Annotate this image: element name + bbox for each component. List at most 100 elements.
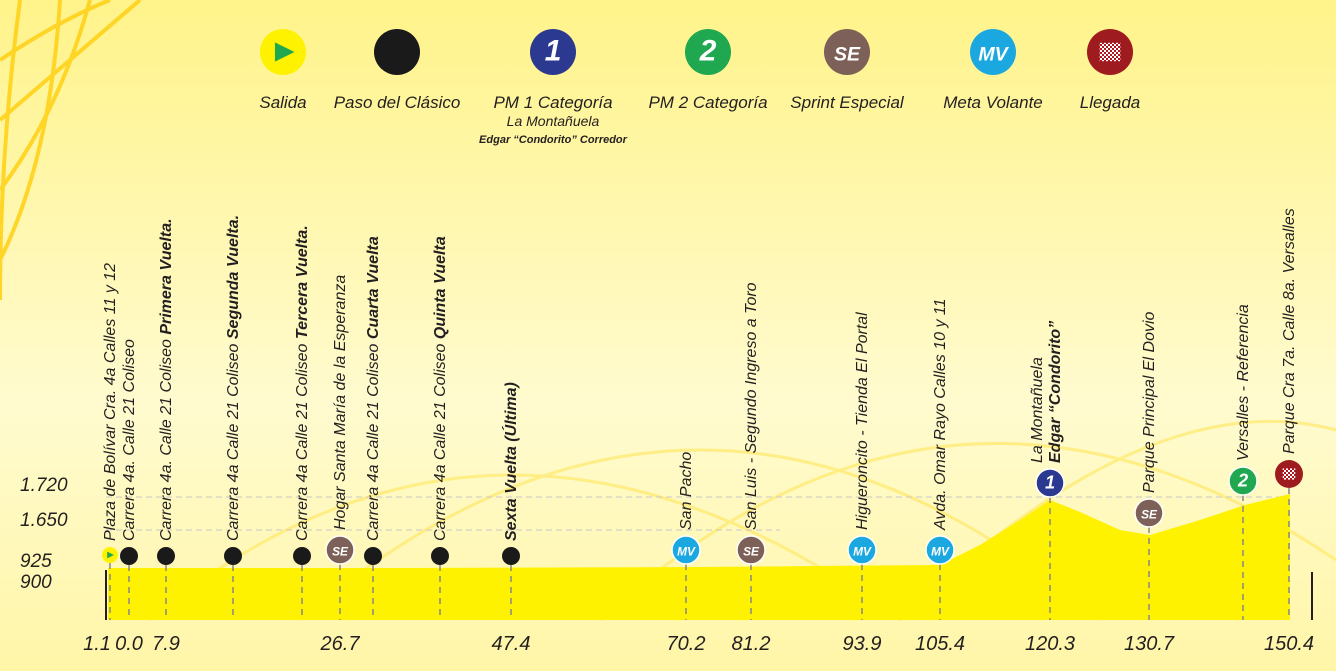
legend-label: PM 2 Categoría: [648, 93, 767, 112]
icon-glyph: SE: [332, 544, 349, 558]
label-text: Hogar Santa María de la Esperanza: [332, 275, 349, 530]
waypoint-label: Carrera 4a Calle 21 Coliseo Tercera Vuel…: [294, 225, 311, 541]
legend-label: PM 1 Categoría: [493, 93, 612, 112]
icon-circle: [1134, 498, 1164, 528]
icon-circle: [325, 535, 355, 565]
waypoint-label: San Pacho: [678, 452, 695, 530]
icon-flag: [1282, 468, 1296, 480]
label-text: Carrera 4a. Calle 21 Coliseo: [121, 339, 138, 541]
icon: [1087, 29, 1133, 75]
waypoint-label: Sexta Vuelta (Última): [501, 382, 520, 541]
label-bold: Sexta Vuelta (Última): [501, 382, 520, 541]
elevation-label: 1.650: [20, 510, 68, 531]
label-bold: Primera Vuelta.: [158, 218, 175, 334]
profile: [108, 494, 1290, 620]
icon-circle: [824, 29, 870, 75]
legend-label: Meta Volante: [943, 93, 1043, 112]
waypoint-label: Higueroncito - Tienda El Portal: [854, 312, 871, 530]
icon-glyph: MV: [853, 544, 872, 558]
icon: [102, 547, 118, 563]
km-label: 0.0: [115, 633, 143, 655]
label-text: Parque Principal El Dovio: [1141, 311, 1158, 493]
label-text: Avda. Omar Rayo Calles 10 y 11: [932, 298, 949, 531]
icon-circle: [736, 535, 766, 565]
label-text: Carrera 4a Calle 21 Coliseo: [294, 343, 311, 541]
waypoint-label: San Luis - Segundo Ingreso a Toro: [743, 282, 760, 530]
icon-circle: [671, 535, 701, 565]
waypoint-label: Carrera 4a Calle 21 Coliseo Cuarta Vuelt…: [365, 236, 382, 541]
icon-circle: [847, 535, 877, 565]
icon: [364, 547, 382, 565]
km-label: 105.4: [915, 633, 965, 655]
km-label: 7.9: [152, 633, 180, 655]
waypoint-label-bold: Edgar “Condorito”: [1047, 321, 1064, 463]
waypoint-label: Carrera 4a. Calle 21 Coliseo Primera Vue…: [158, 218, 175, 541]
decor: [0, 0, 142, 301]
icon: 1: [530, 29, 576, 75]
km-label: 26.7: [320, 633, 361, 655]
icon: [1275, 460, 1303, 488]
icon-glyph: MV: [978, 44, 1009, 66]
icon: [224, 547, 242, 565]
label-text: Carrera 4a Calle 21 Coliseo: [225, 343, 242, 541]
icon-circle: [364, 547, 382, 565]
km-label: 1.1: [83, 633, 111, 655]
icon: [374, 29, 420, 75]
icon: SE: [824, 29, 870, 75]
icon-circle: [925, 535, 955, 565]
icon: 2: [685, 29, 731, 75]
waypoint-label: Parque Principal El Dovio: [1141, 311, 1158, 493]
waypoint-label: Avda. Omar Rayo Calles 10 y 11: [932, 298, 949, 531]
icon-circle: [530, 29, 576, 75]
icon-circle: [1228, 466, 1258, 496]
icon-glyph: MV: [931, 544, 950, 558]
icon-flag: [1099, 42, 1121, 62]
km-label: 70.2: [667, 633, 706, 655]
icon-glyph: 1: [545, 35, 562, 68]
icon-circle: [120, 547, 138, 565]
label-text: Carrera 4a Calle 21 Coliseo: [432, 343, 449, 541]
icon: SE: [325, 535, 355, 565]
waypoint-label: Parque Cra 7a. Calle 8a. Versalles: [1281, 208, 1298, 454]
legend-label: Paso del Clásico: [334, 93, 461, 112]
icon-arrow: [107, 551, 114, 559]
icon-circle: [502, 547, 520, 565]
icon-glyph: 1: [1045, 472, 1055, 492]
icon-glyph: SE: [834, 44, 861, 66]
waypoint-label: Plaza de Bolívar Cra. 4a Calles 11 y 12: [102, 263, 119, 541]
km-label: 93.9: [843, 633, 882, 655]
legend-label: Llegada: [1080, 93, 1141, 112]
icon-circle: [374, 29, 420, 75]
legend-sub: La Montañuela: [507, 113, 600, 129]
icon-circle: [431, 547, 449, 565]
icon-glyph: SE: [1141, 507, 1158, 521]
icon: [157, 547, 175, 565]
icon: [260, 29, 306, 75]
icon-glyph: 2: [699, 35, 717, 68]
content: Salida Paso del Clásico 1 PM 1 CategoríaLa …: [20, 29, 1314, 655]
icon: 2: [1228, 466, 1258, 496]
waypoint-label: Carrera 4a Calle 21 Coliseo Quinta Vuelt…: [432, 236, 449, 541]
icon: 1: [1035, 468, 1065, 498]
label-text: Carrera 4a. Calle 21 Coliseo: [158, 339, 175, 541]
km-label: 120.3: [1025, 633, 1075, 655]
waypoint-label: Hogar Santa María de la Esperanza: [332, 275, 349, 530]
elevation-label: 925: [20, 551, 52, 572]
elevation-label: 1.720: [20, 475, 68, 496]
label-text: Carrera 4a Calle 21 Coliseo: [365, 343, 382, 541]
icon-circle: [1035, 468, 1065, 498]
waypoint-label: Carrera 4a. Calle 21 Coliseo: [121, 339, 138, 541]
label-text: San Luis - Segundo Ingreso a Toro: [743, 282, 760, 530]
icon: [431, 547, 449, 565]
icon-circle: [970, 29, 1016, 75]
legend-label: Salida: [259, 93, 306, 112]
icon-circle: [293, 547, 311, 565]
icon: MV: [847, 535, 877, 565]
km-label: 130.7: [1124, 633, 1175, 655]
label-text: San Pacho: [678, 452, 695, 530]
icon: SE: [1134, 498, 1164, 528]
km-label: 150.4: [1264, 633, 1314, 655]
legend-sub: Edgar “Condorito” Corredor: [479, 134, 628, 146]
km-label: 81.2: [732, 633, 771, 655]
